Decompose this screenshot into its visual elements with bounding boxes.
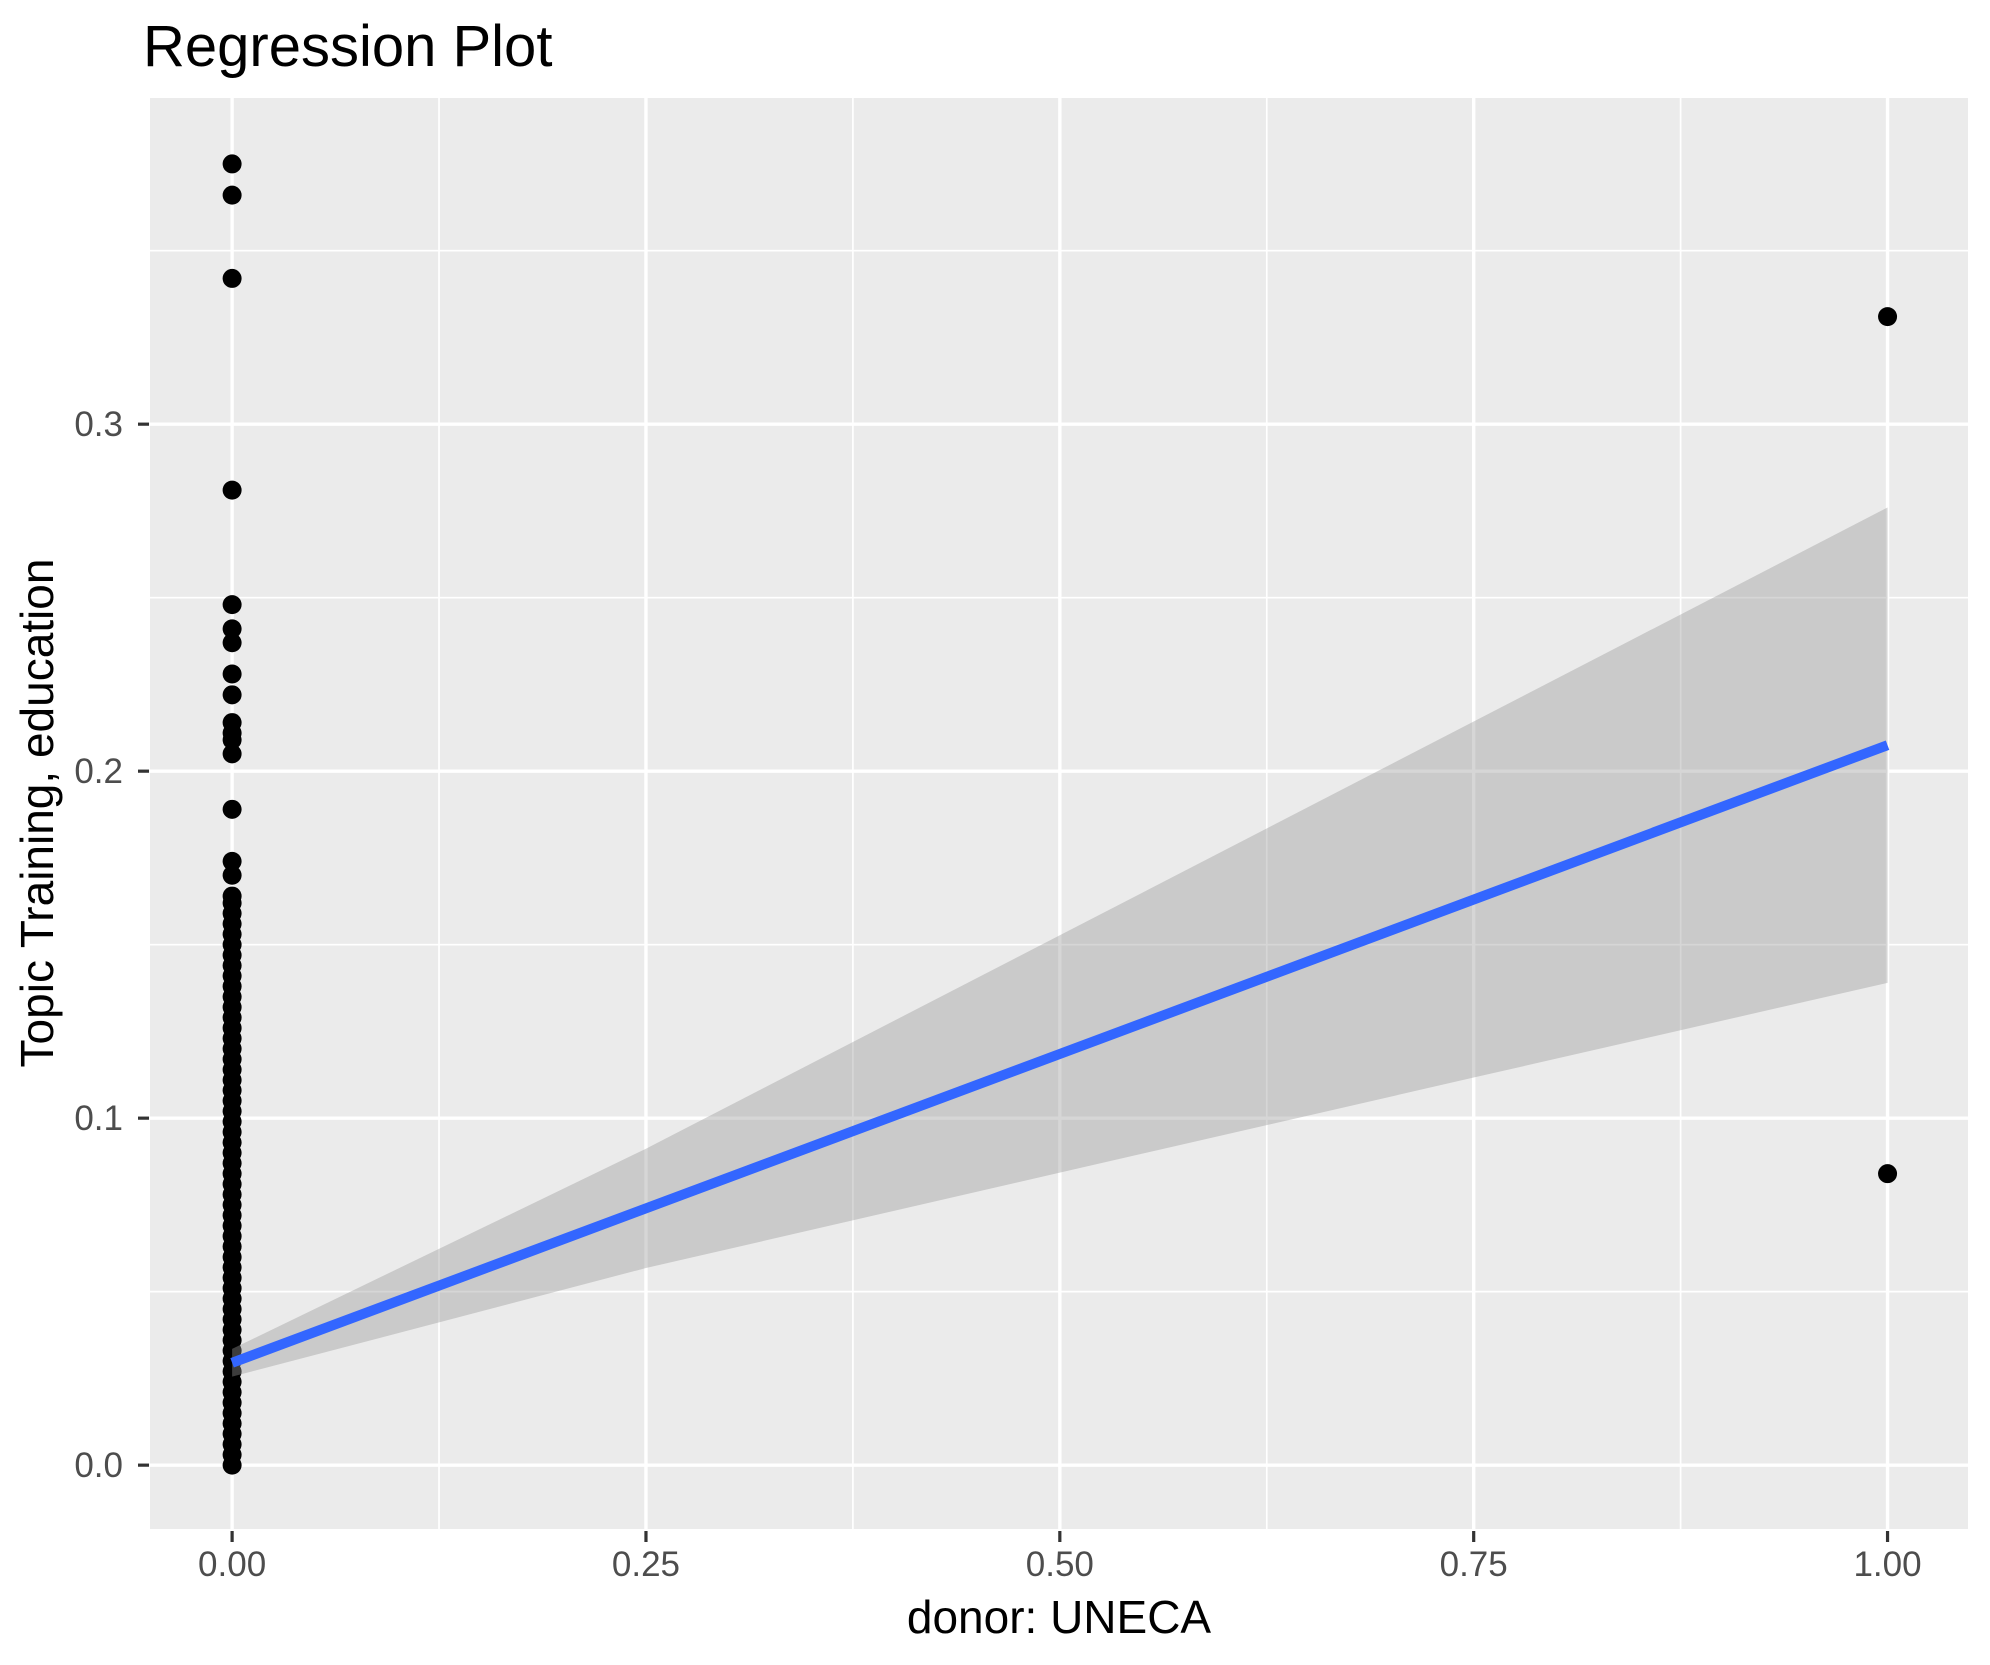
confidence-band [232, 507, 1888, 1377]
x-tick-label: 0.25 [612, 1545, 680, 1584]
chart-title: Regression Plot [143, 14, 553, 79]
data-point [222, 185, 242, 205]
data-point [222, 865, 242, 885]
regression-line [230, 740, 1890, 1368]
y-tick-label: 0.2 [74, 752, 123, 791]
x-tick-label: 0.75 [1440, 1545, 1508, 1584]
data-point [222, 799, 242, 819]
data-point [222, 154, 242, 174]
data-point [222, 633, 242, 653]
data-point [222, 268, 242, 288]
y-tick-label: 0.1 [74, 1099, 123, 1138]
data-point [222, 685, 242, 705]
y-tick-label: 0.3 [74, 405, 123, 444]
data-point [1878, 307, 1898, 327]
data-point [222, 744, 242, 764]
data-point [222, 851, 242, 871]
y-axis-ticks: 0.0 0.1 0.2 0.3 [74, 405, 149, 1485]
x-tick-label: 1.00 [1853, 1545, 1921, 1584]
x-tick-label: 0.50 [1026, 1545, 1094, 1584]
y-tick-label: 0.0 [74, 1446, 123, 1485]
x-axis-ticks: 0.00 0.25 0.50 0.75 1.00 [198, 1531, 1922, 1584]
data-point [222, 886, 242, 906]
scatter-points [222, 154, 1898, 1475]
data-point [222, 713, 242, 733]
x-axis-title: donor: UNECA [906, 1591, 1212, 1643]
x-tick-label: 0.00 [198, 1545, 266, 1584]
data-point [222, 480, 242, 500]
data-point [222, 664, 242, 684]
data-point [222, 619, 242, 639]
data-point [222, 595, 242, 615]
y-axis-title: Topic Training, education [11, 558, 63, 1068]
data-point [1878, 1164, 1898, 1184]
